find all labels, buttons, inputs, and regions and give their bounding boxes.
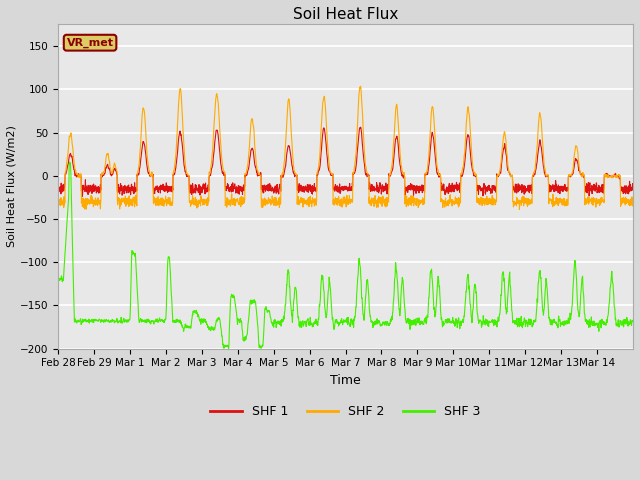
SHF 3 — [381, 322, 388, 328]
Text: VR_met: VR_met — [67, 37, 113, 48]
SHF 1 — [112, 168, 120, 174]
SHF 1 — [54, 185, 62, 191]
SHF 2 — [552, 202, 559, 207]
Line: SHF 3: SHF 3 — [58, 162, 633, 348]
SHF 2 — [629, 194, 637, 200]
SHF 2 — [516, 206, 524, 212]
SHF 3 — [225, 346, 232, 351]
SHF 1 — [236, 186, 244, 192]
Legend: SHF 1, SHF 2, SHF 3: SHF 1, SHF 2, SHF 3 — [205, 400, 486, 423]
Line: SHF 1: SHF 1 — [58, 127, 633, 196]
SHF 3 — [54, 277, 62, 283]
SHF 3 — [621, 321, 629, 327]
SHF 2 — [381, 198, 388, 204]
SHF 3 — [519, 322, 527, 328]
Title: Soil Heat Flux: Soil Heat Flux — [293, 7, 398, 22]
SHF 3 — [236, 316, 244, 322]
SHF 3 — [112, 318, 120, 324]
SHF 1 — [629, 183, 637, 189]
SHF 2 — [54, 199, 62, 204]
SHF 3 — [629, 319, 637, 324]
SHF 1 — [356, 124, 364, 130]
SHF 1 — [519, 183, 527, 189]
SHF 2 — [356, 84, 364, 89]
SHF 1 — [621, 187, 629, 193]
SHF 2 — [236, 197, 243, 203]
Y-axis label: Soil Heat Flux (W/m2): Soil Heat Flux (W/m2) — [7, 126, 17, 248]
SHF 2 — [519, 199, 527, 204]
SHF 3 — [552, 321, 559, 326]
SHF 1 — [79, 193, 86, 199]
SHF 1 — [552, 178, 559, 183]
SHF 2 — [621, 202, 629, 208]
Line: SHF 2: SHF 2 — [58, 86, 633, 209]
SHF 2 — [111, 163, 119, 169]
X-axis label: Time: Time — [330, 374, 361, 387]
SHF 1 — [381, 185, 388, 191]
SHF 3 — [66, 159, 74, 165]
